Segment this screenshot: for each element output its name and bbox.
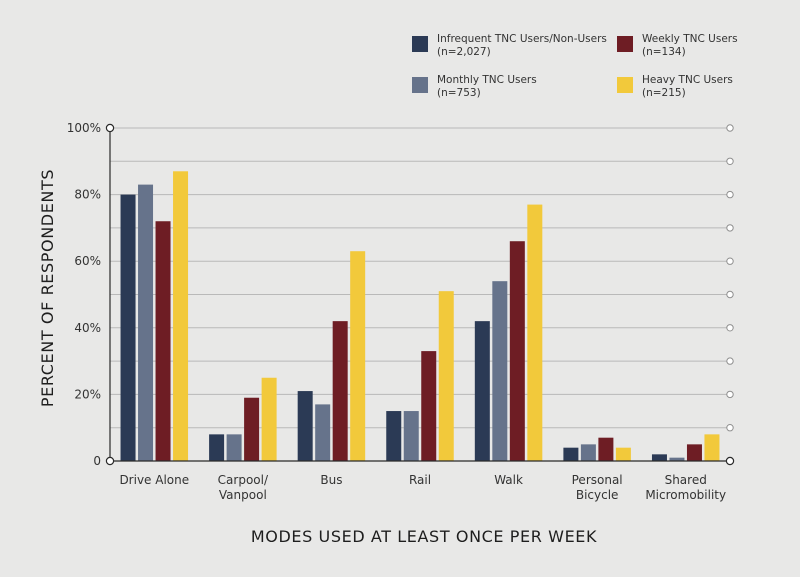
right-axis-marker <box>726 324 734 332</box>
x-axis-end-marker <box>725 456 735 466</box>
legend-swatch <box>412 77 428 93</box>
y-tick-label: 40% <box>74 321 101 335</box>
y-axis-top-marker <box>105 123 115 133</box>
category-label: Bicycle <box>576 488 619 502</box>
y-tick-label: 20% <box>74 387 101 401</box>
bar <box>350 251 366 461</box>
bar <box>226 434 242 461</box>
legend-count: (n=753) <box>437 87 481 99</box>
legend: Infrequent TNC Users/Non-Users(n=2,027) M… <box>412 33 738 99</box>
bar <box>686 444 702 461</box>
legend-item: Monthly TNC Users(n=753) <box>412 74 537 99</box>
bar <box>120 194 136 461</box>
right-axis-marker <box>726 257 734 265</box>
bar <box>527 204 543 461</box>
category-label: Micromobility <box>645 488 726 502</box>
legend-swatch <box>617 36 633 52</box>
bar <box>332 321 348 461</box>
right-axis-marker <box>726 424 734 432</box>
axes: 0 20% 40% 60% 80% 100% <box>67 121 735 468</box>
right-axis-marker <box>726 190 734 199</box>
y-tick-label: 0 <box>93 454 101 468</box>
right-axis-marker <box>726 224 734 232</box>
gridlines <box>110 127 730 429</box>
category-labels: Drive Alone Carpool/Vanpool Bus Rail Walk Per… <box>119 473 726 502</box>
legend-swatch <box>617 77 633 93</box>
bar <box>173 171 189 462</box>
bar <box>297 391 313 461</box>
legend-label: Weekly TNC Users <box>642 33 738 45</box>
right-axis-marker <box>726 290 734 299</box>
y-tick-label: 60% <box>74 254 101 268</box>
legend-label: Monthly TNC Users <box>437 74 537 86</box>
y-tick-label: 80% <box>74 188 101 202</box>
category-label: Walk <box>494 473 523 487</box>
bar <box>615 447 631 461</box>
bar <box>244 397 260 461</box>
legend-item: Heavy TNC Users(n=215) <box>617 74 733 99</box>
legend-count: (n=215) <box>642 87 686 99</box>
legend-count: (n=134) <box>642 46 686 58</box>
bar <box>580 444 596 461</box>
y-tick-label: 100% <box>67 121 101 135</box>
bar <box>421 351 437 461</box>
right-axis-marker <box>726 157 734 166</box>
bar <box>403 411 419 461</box>
legend-label: Heavy TNC Users <box>642 74 733 86</box>
origin-marker <box>105 456 115 466</box>
category-label: Vanpool <box>219 488 267 502</box>
bar <box>704 434 720 461</box>
right-axis-marker <box>726 390 734 399</box>
bar <box>474 321 490 461</box>
legend-label: Infrequent TNC Users/Non-Users <box>437 33 607 45</box>
right-axis-marker <box>726 357 734 365</box>
category-label: Rail <box>409 473 431 487</box>
category-label: Carpool/ <box>218 473 269 487</box>
bars <box>120 171 720 462</box>
y-axis-title: PERCENT OF RESPONDENTS <box>38 169 57 407</box>
bar <box>492 281 508 461</box>
bar <box>563 447 579 461</box>
category-label: Personal <box>572 473 623 487</box>
category-label: Drive Alone <box>119 473 189 487</box>
bar <box>669 457 685 461</box>
right-axis-marker <box>726 124 734 132</box>
bar <box>155 221 171 461</box>
legend-item: Infrequent TNC Users/Non-Users(n=2,027) <box>412 33 607 58</box>
bar <box>598 437 614 461</box>
category-label: Shared <box>665 473 707 487</box>
legend-swatch <box>412 36 428 52</box>
legend-item: Weekly TNC Users(n=134) <box>617 33 738 58</box>
bar <box>315 404 331 461</box>
x-axis-title: MODES USED AT LEAST ONCE PER WEEK <box>251 527 597 546</box>
bar <box>138 184 154 462</box>
bar <box>209 434 225 461</box>
bar <box>261 377 277 461</box>
bar <box>386 411 402 461</box>
bar <box>509 241 525 461</box>
legend-count: (n=2,027) <box>437 46 491 58</box>
bar <box>651 454 667 461</box>
bar <box>438 291 454 461</box>
category-label: Bus <box>320 473 342 487</box>
